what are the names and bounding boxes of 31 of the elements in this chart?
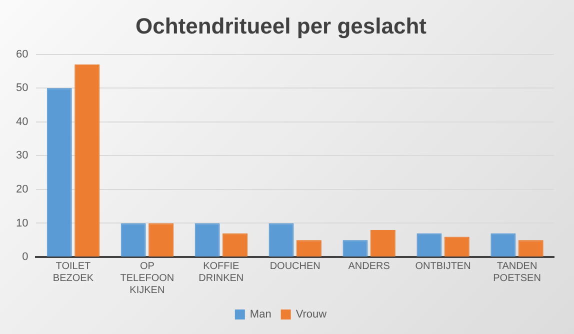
chart-title: Ochtendritueel per geslacht [136,13,428,38]
y-tick-label: 40 [16,116,28,128]
x-tick-label: KOFFIE DRINKEN [198,260,244,284]
bar [518,240,544,256]
y-tick-label: 30 [16,150,28,162]
bar [120,223,146,256]
bar [296,240,322,256]
bar [222,233,248,256]
bar [148,223,174,256]
x-tick-label: TANDEN POETSEN [493,260,541,284]
bar [74,64,100,256]
x-tick-label: TOILET BEZOEK [52,260,94,284]
legend-label: Man [250,308,272,321]
bar [490,233,516,256]
x-tick-label: OP TELEFOON KIJKEN [120,260,174,296]
bar [268,223,294,256]
y-tick-label: 0 [22,251,28,264]
bar [46,88,72,256]
bar [444,236,470,256]
x-tick-label: ONTBIJTEN [415,260,471,272]
y-tick-label: 10 [16,217,28,230]
y-tick-label: 20 [16,184,28,196]
legend-label: Vrouw [296,308,327,321]
y-tick-label: 50 [16,82,28,94]
bar [194,223,220,256]
y-tick-label: 60 [16,48,28,60]
bar [416,233,442,256]
x-tick-label: DOUCHEN [270,260,320,272]
bar [370,230,396,256]
bar [342,240,368,256]
x-tick-label: ANDERS [348,260,390,272]
